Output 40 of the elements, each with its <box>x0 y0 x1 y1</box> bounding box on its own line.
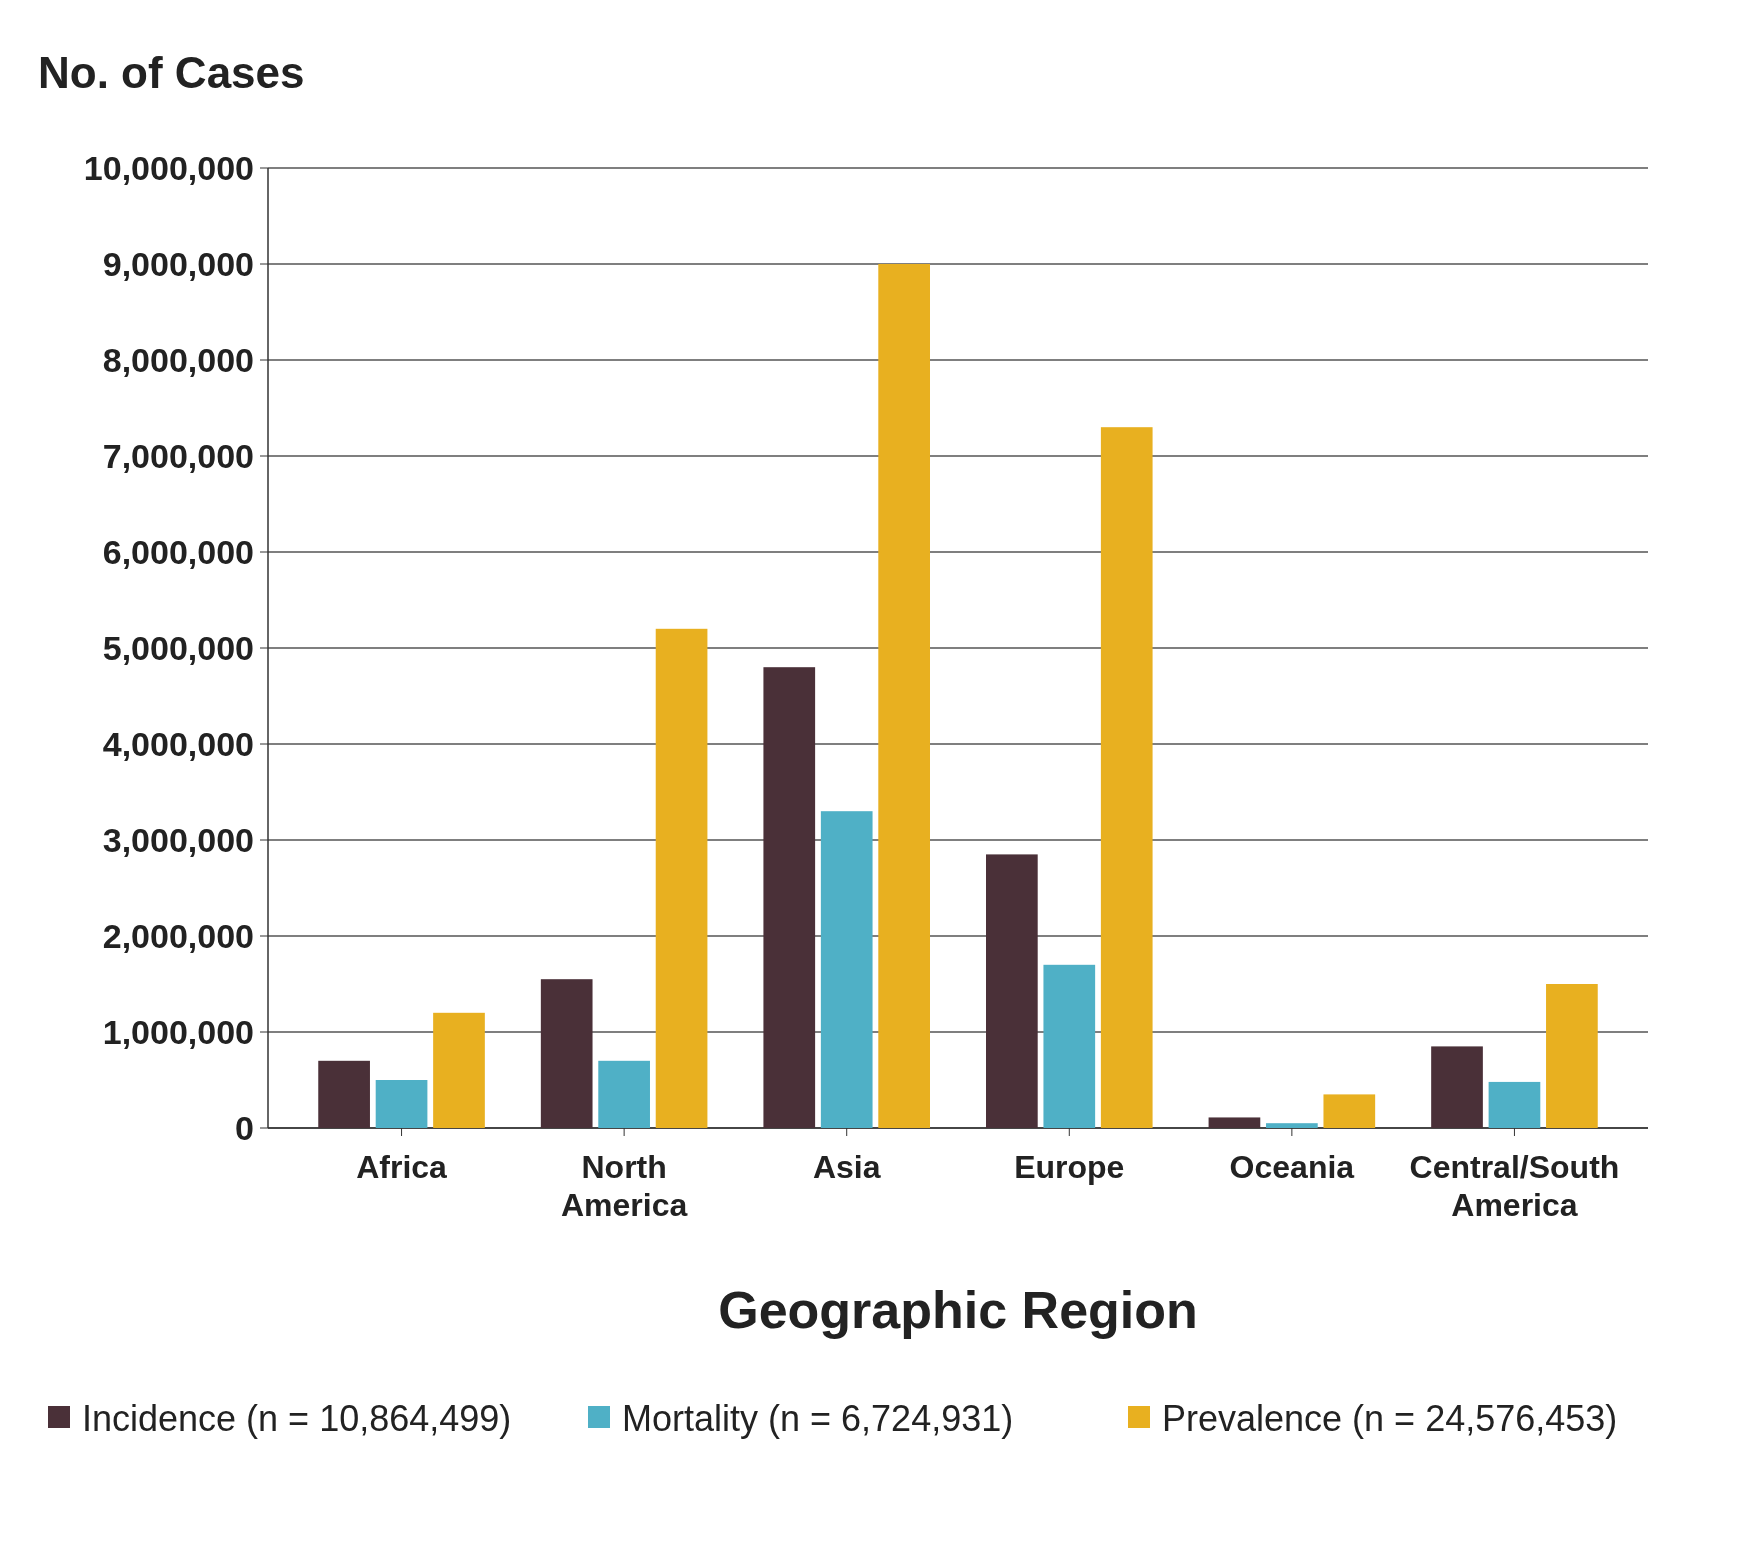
bar <box>820 811 873 1128</box>
bar <box>540 979 593 1128</box>
legend-label: Incidence (n = 10,864,499) <box>82 1397 512 1439</box>
bar <box>878 264 930 1128</box>
legend-label: Mortality (n = 6,724,931) <box>622 1397 1014 1439</box>
bar <box>318 1060 370 1128</box>
bar <box>1323 1094 1376 1128</box>
bar <box>986 854 1038 1128</box>
x-axis-title: Geographic Region <box>718 1281 1198 1339</box>
bar <box>1043 964 1096 1128</box>
y-tick-label: 1,000,000 <box>102 1012 254 1051</box>
bar <box>375 1080 428 1128</box>
y-tick-label: 5,000,000 <box>102 628 254 667</box>
y-tick-label: 0 <box>235 1108 254 1147</box>
x-tick-label: Africa <box>356 1149 448 1185</box>
bar <box>1208 1117 1261 1128</box>
x-tick-label: Oceania <box>1229 1149 1355 1185</box>
bar <box>1431 1046 1483 1128</box>
bar <box>1100 427 1153 1128</box>
y-tick-label: 7,000,000 <box>102 436 254 475</box>
y-tick-label: 6,000,000 <box>102 532 254 571</box>
bar <box>598 1060 650 1128</box>
bar <box>763 667 816 1128</box>
x-tick-label: Central/South America <box>1409 1149 1620 1223</box>
y-tick-label: 10,000,000 <box>83 148 254 187</box>
y-tick-label: 3,000,000 <box>102 820 254 859</box>
y-tick-label: 8,000,000 <box>102 340 254 379</box>
y-tick-label: 4,000,000 <box>102 724 254 763</box>
y-tick-label: 9,000,000 <box>102 244 254 283</box>
legend-label: Prevalence (n = 24,576,453) <box>1162 1397 1618 1439</box>
x-tick-label: North America <box>560 1149 688 1223</box>
y-tick-label: 2,000,000 <box>102 916 254 955</box>
bar <box>433 1012 485 1128</box>
y-axis-title: No. of Cases <box>38 48 305 97</box>
bar <box>1546 984 1598 1128</box>
bar <box>655 628 708 1128</box>
bar <box>1266 1123 1318 1128</box>
x-tick-label: Europe <box>1014 1149 1125 1185</box>
bar <box>1488 1081 1541 1128</box>
x-tick-label: Asia <box>812 1149 881 1185</box>
